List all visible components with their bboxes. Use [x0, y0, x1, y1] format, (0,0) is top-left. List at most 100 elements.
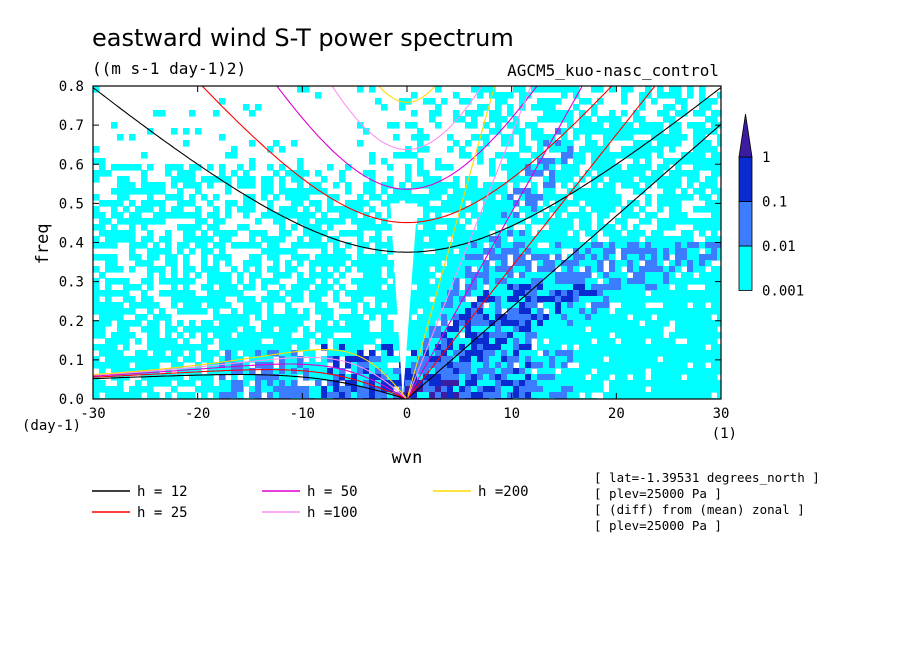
power-cell [567, 344, 574, 351]
power-cell [267, 212, 274, 219]
power-cell [549, 104, 556, 111]
power-cell [597, 242, 604, 249]
power-cell [303, 254, 310, 261]
power-cell [603, 344, 610, 351]
power-cell [333, 248, 340, 255]
power-cell [591, 254, 598, 261]
power-cell [627, 236, 634, 243]
power-cell [423, 350, 430, 357]
power-cell [441, 386, 448, 393]
power-cell [585, 188, 592, 195]
power-cell [147, 344, 154, 351]
power-cell [345, 164, 352, 171]
power-cell [189, 236, 196, 243]
power-cell [297, 296, 304, 303]
power-cell [627, 230, 634, 237]
power-cell [555, 332, 562, 339]
power-cell [507, 110, 514, 117]
power-cell [417, 284, 424, 291]
power-cell [633, 326, 640, 333]
power-cell [387, 224, 394, 231]
power-cell [417, 230, 424, 237]
power-cell [411, 392, 418, 399]
power-cell [471, 386, 478, 393]
power-cell [489, 248, 496, 255]
power-cell [633, 332, 640, 339]
power-cell [177, 206, 184, 213]
power-cell [225, 200, 232, 207]
power-cell [369, 368, 376, 375]
power-cell [471, 380, 478, 387]
power-cell [687, 392, 694, 399]
power-cell [687, 248, 694, 255]
power-cell [177, 164, 184, 171]
gravity-curve-h50 [276, 86, 538, 190]
power-cell [159, 182, 166, 189]
power-cell [693, 188, 700, 195]
power-cell [381, 200, 388, 207]
power-cell [579, 188, 586, 195]
power-cell [387, 368, 394, 375]
power-cell [351, 356, 358, 363]
power-cell [261, 344, 268, 351]
power-cell [339, 338, 346, 345]
power-cell [201, 386, 208, 393]
power-cell [483, 134, 490, 141]
power-cell [285, 386, 292, 393]
power-cell [609, 314, 616, 321]
power-cell [105, 230, 112, 237]
power-cell [423, 98, 430, 105]
power-cell [351, 230, 358, 237]
power-cell [285, 170, 292, 177]
power-cell [99, 290, 106, 297]
power-cell [255, 272, 262, 279]
power-cell [453, 236, 460, 243]
power-cell [501, 164, 508, 171]
power-cell [519, 374, 526, 381]
power-cell [273, 170, 280, 177]
power-cell [711, 332, 718, 339]
power-cell [177, 374, 184, 381]
power-cell [321, 386, 328, 393]
power-cell [327, 332, 334, 339]
power-cell [669, 356, 676, 363]
power-cell [681, 302, 688, 309]
power-cell [117, 362, 124, 369]
power-cell [345, 242, 352, 249]
power-cell [507, 338, 514, 345]
power-cell [387, 320, 394, 327]
power-cell [621, 254, 628, 261]
power-cell [657, 86, 664, 93]
power-cell [147, 296, 154, 303]
power-cell [399, 152, 406, 159]
power-cell [117, 350, 124, 357]
power-cell [93, 254, 100, 261]
power-cell [105, 260, 112, 267]
power-cell [435, 212, 442, 219]
power-cell [429, 254, 436, 261]
power-cell [135, 362, 142, 369]
power-cell [147, 272, 154, 279]
power-cell [369, 374, 376, 381]
power-cell [519, 260, 526, 267]
power-cell [333, 218, 340, 225]
power-cell [279, 212, 286, 219]
power-cell [621, 248, 628, 255]
power-cell [525, 146, 532, 153]
power-cell [381, 338, 388, 345]
power-cell [675, 134, 682, 141]
power-cell [699, 146, 706, 153]
power-cell [531, 320, 538, 327]
power-cell [147, 200, 154, 207]
power-cell [669, 176, 676, 183]
power-cell [303, 218, 310, 225]
power-cell [351, 386, 358, 393]
power-cell [717, 188, 721, 195]
power-cell [243, 284, 250, 291]
power-cell [531, 200, 538, 207]
power-cell [663, 314, 670, 321]
power-cell [447, 350, 454, 357]
power-cell [105, 314, 112, 321]
power-cell [669, 224, 676, 231]
power-cell [699, 332, 706, 339]
